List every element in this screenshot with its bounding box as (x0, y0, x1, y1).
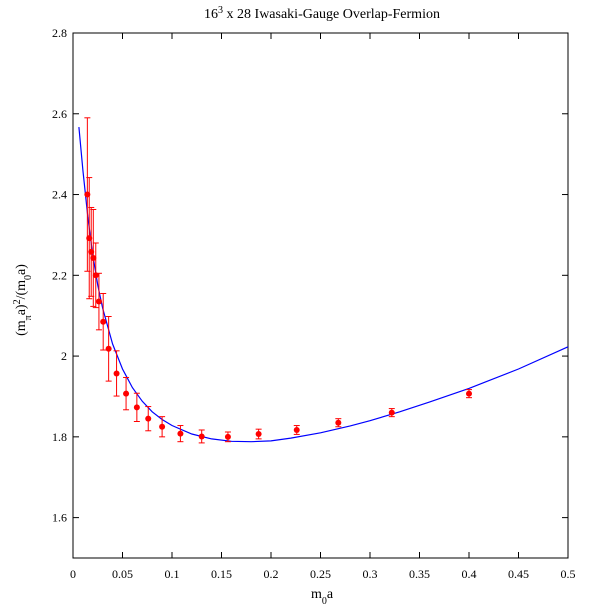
x-tick-label: 0.4 (462, 567, 477, 581)
data-point (133, 392, 140, 422)
x-axis-label-sub: 0 (322, 596, 327, 604)
point-marker (92, 272, 99, 279)
point-marker (95, 298, 102, 305)
data-point (123, 376, 130, 411)
point-marker (466, 390, 472, 397)
x-tick-label: 0.25 (310, 567, 331, 581)
point-marker (335, 419, 342, 426)
data-point (466, 389, 472, 399)
point-marker (100, 318, 107, 325)
data-points (84, 117, 472, 444)
y-axis-label-sup: 2 (12, 299, 23, 304)
x-tick-label: 0.05 (112, 567, 133, 581)
chart-title-base: 16 (204, 7, 218, 22)
x-tick-label: 0.45 (508, 567, 529, 581)
y-axis-label-p4: a) (14, 264, 29, 275)
data-point (177, 425, 184, 443)
data-point (100, 292, 107, 351)
plot-frame (72, 32, 569, 559)
chart-title: 163 x 28 Iwasaki-Gauge Overlap-Fermion (204, 5, 440, 23)
y-tick-label: 1.6 (52, 511, 67, 525)
data-point (335, 418, 342, 428)
data-point (95, 272, 102, 331)
point-marker (388, 409, 395, 416)
axis-ticks: 0 0.05 0.1 0.15 0.2 0.25 0.3 0.35 0.4 0.45 0.5 1.6 1… (52, 26, 576, 581)
data-point (145, 406, 152, 432)
y-axis-label-p2: a) (14, 304, 29, 315)
point-marker (293, 426, 300, 433)
x-axis-label-rest: a (327, 587, 334, 602)
data-point (388, 408, 395, 418)
data-point (198, 429, 205, 444)
point-marker (177, 430, 184, 437)
y-tick-label: 2.8 (52, 26, 67, 40)
y-tick-label: 2.6 (52, 107, 67, 121)
data-point (105, 316, 112, 382)
point-marker (145, 415, 152, 422)
x-axis-label-base: m (311, 587, 322, 602)
y-tick-label: 1.8 (52, 430, 67, 444)
x-axis-label: m0a (311, 587, 334, 604)
x-tick-label: 0.2 (264, 567, 279, 581)
y-axis-label: (mπa)2/(m0a) (12, 264, 34, 336)
y-axis-label-p1: (m (14, 320, 29, 336)
x-tick-label: 0.15 (211, 567, 232, 581)
data-point (293, 425, 300, 435)
y-axis-label-sub1: π (23, 315, 34, 320)
point-marker (255, 431, 262, 438)
point-marker (90, 254, 97, 261)
y-tick-label: 2 (61, 349, 67, 363)
fit-curve (78, 127, 569, 443)
x-tick-label: 0.3 (363, 567, 378, 581)
x-tick-label: 0.35 (409, 567, 430, 581)
y-tick-label: 2.4 (52, 188, 67, 202)
point-marker (198, 433, 205, 440)
data-point (92, 242, 99, 309)
point-marker (159, 423, 166, 430)
x-tick-label: 0.5 (561, 567, 576, 581)
point-marker (123, 390, 130, 397)
y-tick-label: 2.2 (52, 268, 67, 282)
data-point (113, 350, 120, 397)
point-marker (88, 248, 95, 255)
point-marker (113, 370, 120, 377)
data-point (88, 206, 95, 297)
x-tick-label: 0 (70, 567, 76, 581)
data-point (159, 416, 166, 438)
point-marker (224, 433, 231, 440)
data-point (255, 428, 262, 440)
chart-title-sup: 3 (218, 5, 223, 16)
point-marker (133, 404, 140, 411)
chart-title-rest: x 28 Iwasaki-Gauge Overlap-Fermion (223, 7, 440, 22)
point-marker (105, 345, 112, 352)
y-axis-label-sub2: 0 (23, 275, 34, 280)
y-axis-label-p3: /(m (14, 280, 29, 300)
data-point (224, 431, 231, 443)
data-point (90, 208, 97, 307)
x-tick-label: 0.1 (165, 567, 180, 581)
